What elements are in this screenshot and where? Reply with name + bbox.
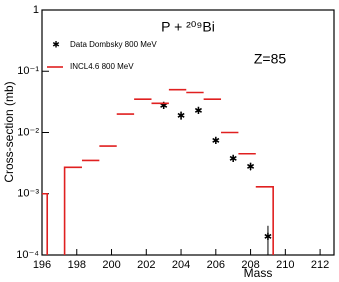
y-tick-label: 10⁻³ [17, 188, 39, 200]
y-tick-label: 10⁻⁴ [16, 249, 39, 261]
legend-label: INCL4.6 800 MeV [70, 62, 134, 71]
histogram-bar [63, 166, 82, 255]
data-point: ✱ [159, 101, 167, 112]
x-axis-label: Mass [244, 266, 273, 280]
data-point: ✱ [246, 162, 254, 173]
x-tick-label: 198 [68, 259, 86, 271]
y-axis-label: Cross-section (mb) [2, 81, 16, 182]
data-point: ✱ [194, 106, 202, 117]
legend-label: Data Dombsky 800 MeV [70, 40, 157, 49]
y-tick-label: 10⁻² [17, 126, 39, 138]
x-tick-label: 200 [102, 259, 120, 271]
histogram-bar [255, 185, 274, 255]
x-tick-label: 210 [276, 259, 294, 271]
y-tick-label: 10⁻¹ [17, 65, 39, 77]
histogram-bar [42, 192, 49, 255]
x-tick-label: 204 [172, 259, 190, 271]
data-point: ✱ [177, 111, 185, 122]
x-tick-label: 202 [137, 259, 155, 271]
annotation: Z=85 [254, 51, 287, 67]
chart-title: P + ²⁰⁹Bi [161, 19, 215, 35]
data-point: ✱ [229, 154, 237, 165]
x-tick-label: 196 [33, 259, 51, 271]
x-tick-label: 206 [207, 259, 225, 271]
data-point: ✱ [264, 232, 272, 243]
y-tick-label: 1 [33, 4, 39, 16]
x-tick-label: 208 [241, 259, 259, 271]
x-tick-label: 212 [311, 259, 329, 271]
data-point: ✱ [212, 136, 220, 147]
legend-marker: ✱ [52, 39, 60, 49]
